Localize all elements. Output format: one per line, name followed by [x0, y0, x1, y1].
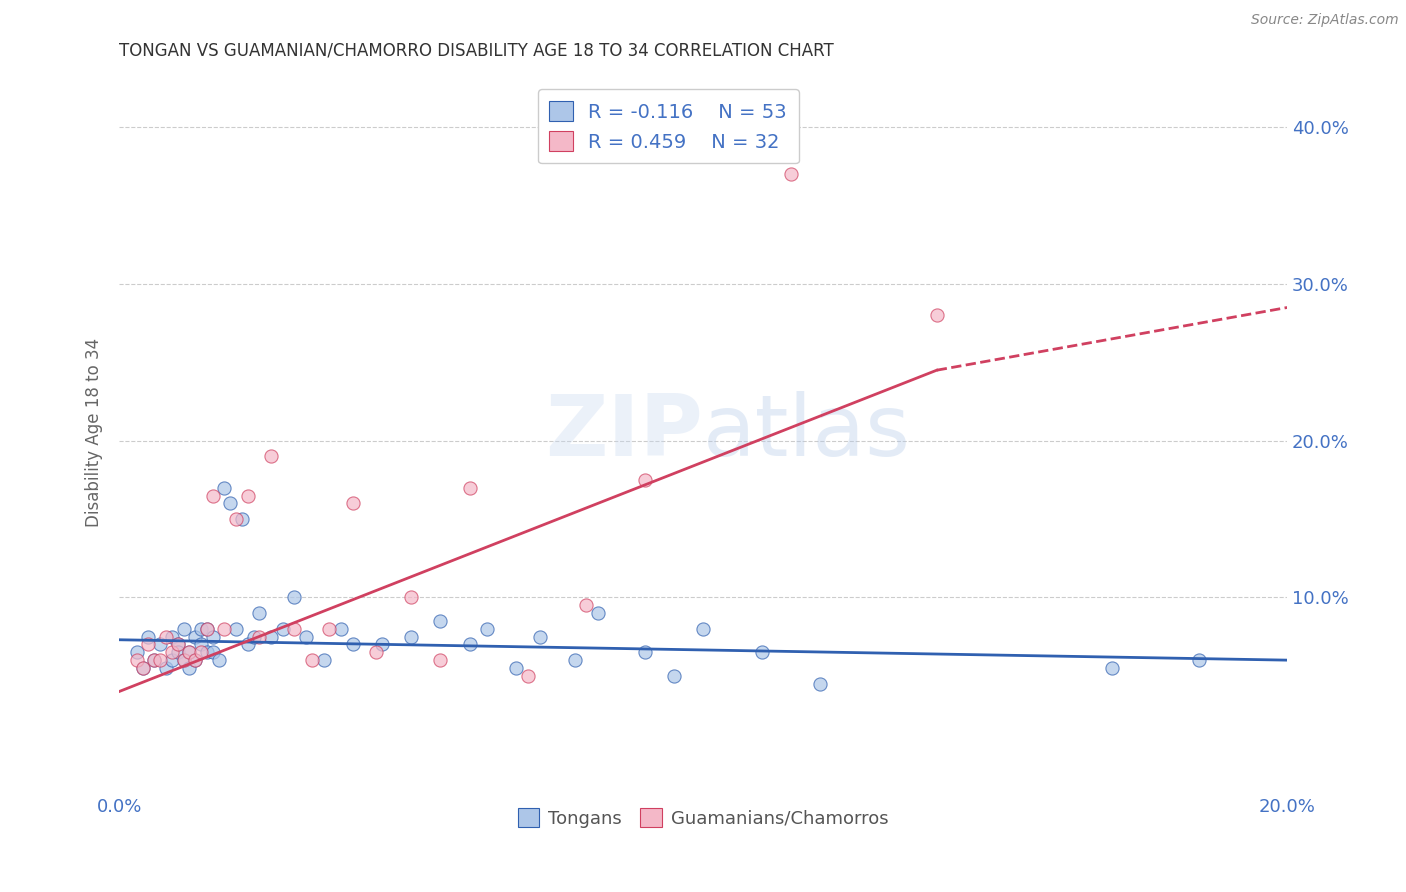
Point	[283, 591, 305, 605]
Text: TONGAN VS GUAMANIAN/CHAMORRO DISABILITY AGE 18 TO 34 CORRELATION CHART: TONGAN VS GUAMANIAN/CHAMORRO DISABILITY …	[120, 42, 834, 60]
Point	[751, 645, 773, 659]
Point	[634, 645, 657, 659]
Point	[155, 630, 177, 644]
Point	[207, 653, 229, 667]
Point	[190, 622, 212, 636]
Point	[779, 167, 801, 181]
Point	[371, 637, 394, 651]
Point	[149, 637, 172, 651]
Point	[173, 653, 195, 667]
Point	[138, 637, 160, 651]
Point	[160, 653, 183, 667]
Point	[179, 645, 201, 659]
Point	[429, 653, 451, 667]
Point	[662, 669, 685, 683]
Text: Source: ZipAtlas.com: Source: ZipAtlas.com	[1251, 13, 1399, 28]
Point	[125, 653, 148, 667]
Point	[312, 653, 335, 667]
Point	[184, 653, 207, 667]
Point	[475, 622, 498, 636]
Point	[179, 661, 201, 675]
Point	[131, 661, 153, 675]
Point	[160, 630, 183, 644]
Point	[190, 637, 212, 651]
Point	[184, 630, 207, 644]
Text: ZIP: ZIP	[546, 392, 703, 475]
Point	[242, 630, 264, 644]
Point	[138, 630, 160, 644]
Point	[166, 637, 188, 651]
Point	[201, 489, 224, 503]
Point	[808, 676, 831, 690]
Point	[160, 645, 183, 659]
Point	[330, 622, 353, 636]
Point	[429, 614, 451, 628]
Point	[214, 481, 236, 495]
Point	[458, 637, 481, 651]
Point	[295, 630, 318, 644]
Point	[564, 653, 586, 667]
Point	[173, 653, 195, 667]
Point	[131, 661, 153, 675]
Point	[190, 645, 212, 659]
Point	[529, 630, 551, 644]
Point	[260, 630, 283, 644]
Point	[125, 645, 148, 659]
Point	[155, 661, 177, 675]
Point	[225, 622, 247, 636]
Point	[318, 622, 340, 636]
Point	[342, 637, 364, 651]
Point	[271, 622, 294, 636]
Point	[366, 645, 388, 659]
Point	[149, 653, 172, 667]
Point	[173, 622, 195, 636]
Point	[399, 630, 422, 644]
Point	[219, 496, 242, 510]
Y-axis label: Disability Age 18 to 34: Disability Age 18 to 34	[86, 338, 103, 527]
Point	[260, 450, 283, 464]
Point	[166, 637, 188, 651]
Point	[201, 645, 224, 659]
Point	[179, 645, 201, 659]
Point	[458, 481, 481, 495]
Point	[634, 473, 657, 487]
Text: atlas: atlas	[703, 392, 911, 475]
Point	[1101, 661, 1123, 675]
Point	[586, 606, 609, 620]
Point	[283, 622, 305, 636]
Point	[143, 653, 166, 667]
Point	[249, 630, 271, 644]
Point	[1188, 653, 1211, 667]
Point	[517, 669, 540, 683]
Point	[342, 496, 364, 510]
Point	[214, 622, 236, 636]
Point	[184, 653, 207, 667]
Point	[195, 622, 218, 636]
Point	[249, 606, 271, 620]
Point	[236, 489, 259, 503]
Point	[195, 645, 218, 659]
Point	[925, 309, 948, 323]
Point	[236, 637, 259, 651]
Point	[399, 591, 422, 605]
Point	[201, 630, 224, 644]
Point	[195, 622, 218, 636]
Point	[231, 512, 253, 526]
Point	[166, 645, 188, 659]
Point	[301, 653, 323, 667]
Legend: Tongans, Guamanians/Chamorros: Tongans, Guamanians/Chamorros	[510, 801, 896, 835]
Point	[575, 599, 598, 613]
Point	[225, 512, 247, 526]
Point	[143, 653, 166, 667]
Point	[505, 661, 527, 675]
Point	[692, 622, 714, 636]
